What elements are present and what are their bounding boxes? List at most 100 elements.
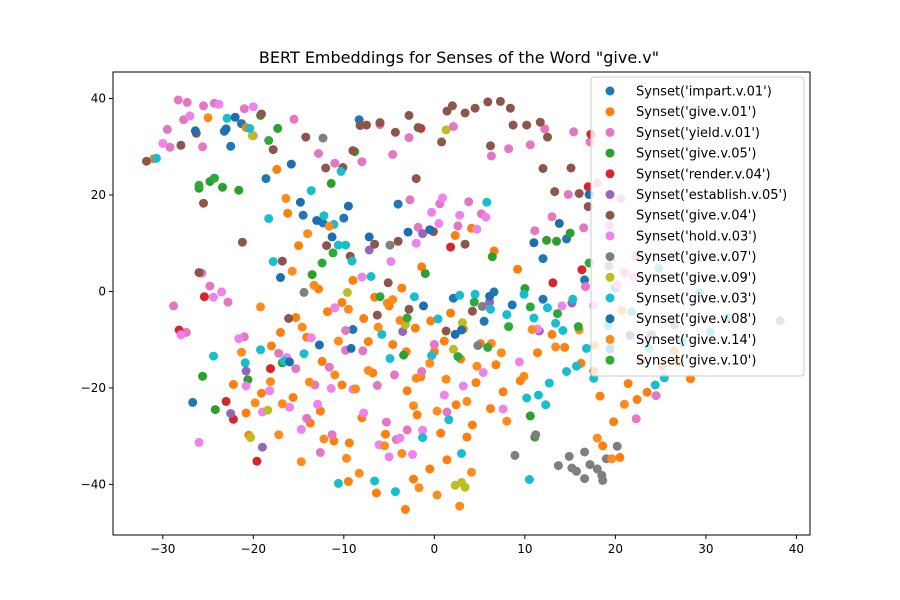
scatter-point: [448, 122, 458, 131]
scatter-point: [498, 387, 508, 397]
scatter-point: [507, 300, 517, 310]
series-7: [158, 99, 641, 462]
series-13: [194, 136, 594, 362]
scatter-point: [543, 303, 552, 313]
scatter-point: [527, 325, 537, 334]
scatter-point: [298, 210, 308, 220]
scatter-point: [504, 322, 514, 332]
scatter-point: [491, 360, 501, 370]
scatter-point: [370, 476, 380, 486]
scatter-point: [342, 453, 351, 463]
legend: Synset('impart.v.01') Synset('give.v.01')…: [590, 76, 805, 377]
scatter-point: [579, 223, 589, 233]
scatter-point: [256, 302, 265, 312]
scatter-point: [274, 430, 284, 440]
y-tick-label: 20: [91, 188, 106, 202]
scatter-point: [380, 441, 390, 451]
scatter-point: [419, 301, 428, 311]
scatter-point: [427, 207, 437, 217]
scatter-point: [486, 151, 496, 161]
scatter-point: [287, 266, 297, 276]
scatter-point: [486, 141, 495, 151]
scatter-point: [498, 404, 508, 414]
scatter-point: [209, 173, 219, 183]
scatter-point: [581, 282, 590, 292]
scatter-point: [317, 258, 327, 268]
scatter-point: [288, 393, 298, 402]
scatter-point: [522, 120, 532, 130]
scatter-point: [418, 229, 428, 239]
scatter-point: [162, 124, 172, 134]
scatter-point: [309, 280, 319, 290]
scatter-point: [326, 178, 336, 188]
scatter-point: [478, 368, 488, 377]
scatter-point: [285, 402, 294, 412]
legend-marker: [605, 127, 615, 137]
scatter-point: [165, 142, 175, 152]
scatter-point: [450, 329, 460, 339]
scatter-point: [226, 409, 236, 418]
scatter-point: [464, 197, 474, 207]
scatter-point: [418, 433, 428, 443]
scatter-point: [319, 211, 329, 221]
scatter-point: [375, 292, 385, 302]
scatter-point: [651, 391, 661, 401]
scatter-point: [467, 306, 477, 316]
scatter-point: [483, 342, 493, 352]
scatter-point: [264, 214, 274, 224]
scatter-point: [462, 396, 472, 406]
scatter-point: [542, 235, 552, 245]
legend-label: Synset('impart.v.01'): [636, 85, 772, 100]
scatter-point: [390, 370, 399, 380]
scatter-point: [324, 221, 334, 231]
legend-marker: [605, 314, 615, 324]
legend-marker: [605, 190, 615, 199]
scatter-point: [245, 123, 255, 133]
scatter-point: [315, 448, 325, 457]
scatter-point: [487, 252, 497, 262]
scatter-point: [442, 455, 452, 465]
scatter-point: [257, 109, 266, 119]
scatter-point: [402, 313, 412, 323]
scatter-point: [252, 456, 262, 466]
scatter-point: [246, 433, 256, 443]
scatter-point: [472, 224, 482, 234]
scatter-point: [336, 166, 346, 176]
scatter-point: [436, 428, 446, 438]
legend-label: Synset('give.v.09'): [636, 271, 756, 286]
scatter-point: [583, 182, 593, 192]
legend-marker: [605, 107, 615, 117]
scatter-point: [266, 341, 276, 351]
scatter-point: [283, 208, 293, 218]
scatter-point: [210, 405, 220, 415]
scatter-point: [529, 313, 539, 323]
legend-marker: [605, 272, 615, 282]
scatter-point: [408, 450, 418, 459]
scatter-point: [354, 468, 364, 478]
scatter-point: [538, 294, 548, 304]
scatter-point: [343, 201, 353, 211]
scatter-point: [410, 323, 420, 333]
series-11: [190, 112, 635, 367]
scatter-point: [446, 308, 456, 318]
scatter-point: [327, 232, 337, 242]
scatter-point: [580, 474, 590, 484]
legend-entry: Synset('give.v.08'): [605, 312, 756, 327]
scatter-point: [432, 406, 442, 416]
scatter-point: [460, 482, 470, 492]
scatter-point: [230, 112, 240, 122]
scatter-point: [273, 123, 283, 133]
scatter-point: [291, 313, 301, 322]
scatter-point: [607, 454, 617, 464]
scatter-point: [302, 413, 312, 423]
legend-label: Synset('yield.v.01'): [636, 126, 760, 141]
scatter-point: [194, 437, 204, 447]
scatter-point: [533, 348, 542, 358]
x-tick-label: 20: [608, 542, 623, 556]
scatter-point: [286, 159, 296, 169]
scatter-point: [304, 377, 314, 387]
scatter-point: [441, 326, 451, 336]
scatter-point: [547, 329, 557, 339]
scatter-point: [632, 395, 642, 404]
